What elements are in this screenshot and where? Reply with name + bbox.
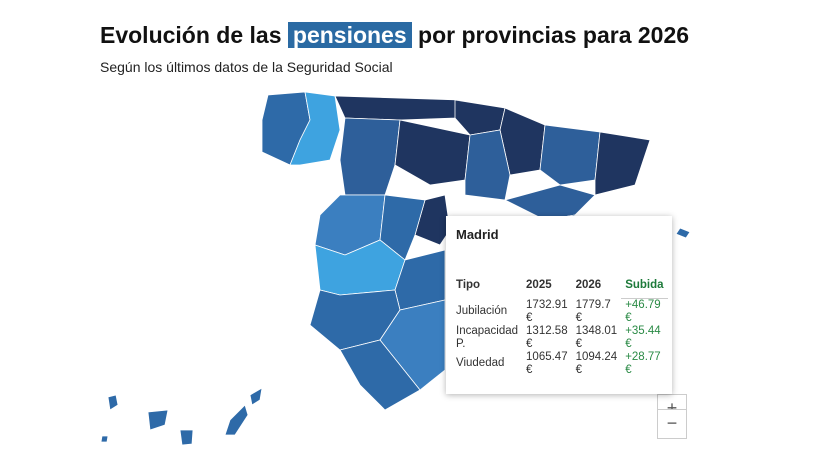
canary-island[interactable] <box>107 394 119 411</box>
province[interactable] <box>499 107 546 176</box>
canary-island[interactable] <box>147 409 169 431</box>
cell: 1094.24 € <box>575 351 618 376</box>
tooltip-province: Madrid <box>456 227 499 242</box>
cell: Jubilación <box>456 304 508 317</box>
subtitle: Según los últimos datos de la Seguridad … <box>100 59 393 75</box>
cell: +46.79 € <box>625 299 661 324</box>
pension-table: Tipo 2025 2026 Subida Jubilación 1732.91 € 17… <box>452 279 668 377</box>
cell: 1065.47 € <box>526 351 568 376</box>
province-tooltip: Madrid Tipo 2025 2026 Subida Jubilación 1732… <box>446 216 672 394</box>
cell: 1348.01 € <box>575 325 618 350</box>
cell: 1779.7 € <box>575 298 611 324</box>
canary-island[interactable] <box>100 435 109 443</box>
cell: Incapacidad P. <box>456 325 519 350</box>
cell: +28.77 € <box>625 351 661 376</box>
page-title: Evolución de las pensiones por provincia… <box>100 22 689 49</box>
cell: Viudedad <box>456 357 505 369</box>
canary-island[interactable] <box>179 429 194 446</box>
cell: 1732.91 € <box>526 298 568 324</box>
zoom-out-button[interactable]: − <box>657 409 687 439</box>
cell: +35.44 € <box>625 325 661 350</box>
province[interactable] <box>503 184 596 221</box>
province[interactable] <box>379 299 446 391</box>
canary-island[interactable] <box>249 387 263 406</box>
table-row: Viudedad 1065.47 € 1094.24 € +28.77 € <box>452 351 668 377</box>
col-header: 2025 <box>526 279 552 291</box>
province[interactable] <box>539 124 601 186</box>
province[interactable] <box>339 117 401 196</box>
table-row: Jubilación 1732.91 € 1779.7 € +46.79 € <box>452 299 668 326</box>
title-part: por provincias para 2026 <box>418 22 690 48</box>
province[interactable] <box>289 91 341 166</box>
title-highlight: pensiones <box>287 22 412 48</box>
province[interactable] <box>379 194 426 261</box>
province[interactable] <box>339 339 421 411</box>
province[interactable] <box>454 99 506 136</box>
province[interactable] <box>594 131 651 196</box>
col-header: Subida <box>621 279 668 299</box>
title-part: Evolución de las <box>100 22 282 48</box>
col-header: Tipo <box>456 279 481 291</box>
cell: 1312.58 € <box>526 325 568 350</box>
table-row: Incapacidad P. 1312.58 € 1348.01 € +35.44 € <box>452 325 668 351</box>
province[interactable] <box>334 95 461 121</box>
canary-island[interactable] <box>224 404 249 436</box>
col-header: 2026 <box>575 279 602 291</box>
province[interactable] <box>675 227 691 239</box>
province[interactable] <box>394 119 471 186</box>
